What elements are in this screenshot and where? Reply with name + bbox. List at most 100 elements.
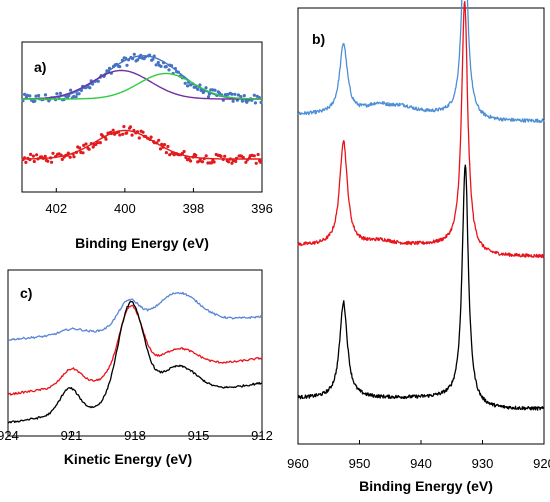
panel-c-frame xyxy=(7,269,263,437)
data-point xyxy=(72,155,76,159)
data-point xyxy=(168,153,172,157)
x-tick-label: 950 xyxy=(349,456,371,471)
panel-c: c) 924 921 918 915 912 Kinetic Energy (eV) xyxy=(0,269,273,467)
data-point xyxy=(132,52,136,56)
data-point xyxy=(223,154,227,158)
data-point xyxy=(68,155,72,159)
data-point xyxy=(25,93,29,97)
x-tick-label: 924 xyxy=(0,428,19,443)
data-point xyxy=(60,157,64,161)
data-point xyxy=(244,160,248,164)
data-point xyxy=(158,147,163,151)
x-tick-label: 398 xyxy=(183,201,205,216)
panel-a-x-axis-title: Binding Energy (eV) xyxy=(75,235,209,251)
data-point xyxy=(29,152,33,156)
data-point xyxy=(213,88,217,92)
x-tick-label: 940 xyxy=(410,456,432,471)
data-point xyxy=(206,95,211,99)
data-point xyxy=(230,92,234,96)
panel-a-frame xyxy=(21,41,263,193)
series-line xyxy=(297,0,545,259)
data-point xyxy=(51,151,55,155)
data-point xyxy=(254,161,258,165)
data-point xyxy=(35,153,39,157)
data-point xyxy=(242,94,246,98)
data-point xyxy=(236,93,240,97)
data-point xyxy=(34,94,38,98)
series-line xyxy=(22,69,262,100)
series-line xyxy=(297,164,545,411)
data-point xyxy=(149,135,153,139)
data-point xyxy=(231,99,235,103)
data-point xyxy=(84,142,88,146)
data-point xyxy=(256,152,260,157)
data-point xyxy=(37,93,41,98)
series-line xyxy=(22,129,262,160)
data-point xyxy=(104,137,108,141)
series-line xyxy=(7,291,263,341)
series-line xyxy=(7,304,263,396)
data-point xyxy=(69,88,73,92)
data-point xyxy=(239,95,243,99)
data-point xyxy=(24,160,28,164)
x-tick-label: 930 xyxy=(472,456,494,471)
data-point xyxy=(141,130,145,134)
data-point xyxy=(154,63,158,67)
panel-b-label: b) xyxy=(312,31,325,47)
data-point xyxy=(156,60,160,65)
data-point xyxy=(164,151,168,155)
data-point xyxy=(234,159,238,163)
data-point xyxy=(55,92,59,96)
data-point xyxy=(162,143,167,147)
data-point xyxy=(87,147,91,151)
data-point xyxy=(259,100,263,104)
data-point xyxy=(167,68,171,72)
data-point xyxy=(189,159,193,163)
data-point xyxy=(159,64,163,68)
panel-b-x-tick-labels: 960 950 940 930 920 xyxy=(287,440,550,471)
data-point xyxy=(74,95,78,99)
data-point xyxy=(31,154,35,158)
data-point xyxy=(121,132,125,136)
data-point xyxy=(78,146,82,150)
data-point xyxy=(157,138,161,142)
series-line xyxy=(7,300,263,424)
data-point xyxy=(28,94,32,98)
data-point xyxy=(43,154,47,158)
data-point xyxy=(204,86,208,90)
data-point xyxy=(166,144,170,149)
data-point xyxy=(46,159,50,163)
x-tick-label: 400 xyxy=(114,201,136,216)
data-point xyxy=(194,153,198,157)
data-point xyxy=(258,160,263,164)
data-point xyxy=(200,160,205,164)
data-point xyxy=(183,81,187,85)
data-point xyxy=(96,79,100,83)
data-point xyxy=(81,151,85,155)
data-point xyxy=(82,143,86,147)
data-point xyxy=(209,161,213,165)
data-point xyxy=(164,65,168,69)
panel-a-series xyxy=(21,52,263,165)
data-point xyxy=(33,99,37,103)
data-point xyxy=(77,92,81,96)
x-tick-label: 960 xyxy=(287,456,309,471)
panel-c-x-axis-title: Kinetic Energy (eV) xyxy=(64,451,192,467)
data-point xyxy=(43,93,48,97)
data-point xyxy=(226,160,231,164)
panel-a-label: a) xyxy=(34,59,46,75)
data-point xyxy=(198,83,202,87)
data-point xyxy=(212,160,216,164)
data-point xyxy=(252,93,256,97)
data-point xyxy=(253,101,257,105)
data-point xyxy=(122,125,126,129)
data-point xyxy=(252,154,256,158)
data-point xyxy=(219,154,223,158)
data-point xyxy=(204,154,208,158)
data-point xyxy=(128,125,133,129)
data-point xyxy=(118,65,122,69)
data-point xyxy=(151,57,155,61)
panel-c-series xyxy=(7,291,263,424)
panel-a: a) 402 400 398 396 Binding Energy (eV) xyxy=(21,41,273,251)
